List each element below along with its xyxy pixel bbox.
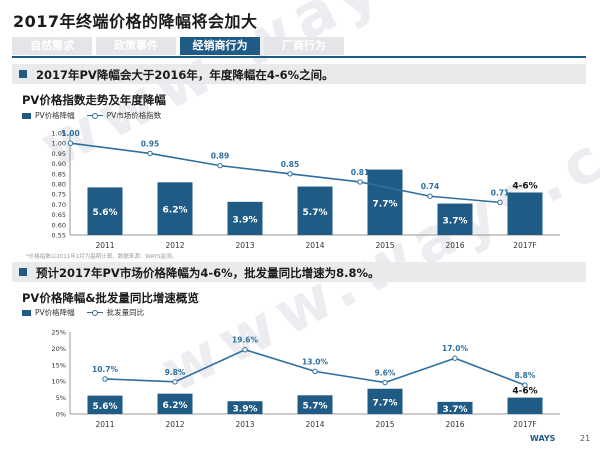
y-tick-label: 0.75 xyxy=(52,191,66,199)
section-1-text: 2017年PV降幅会大于2016年，年度降幅在4-6%之间。 xyxy=(36,68,334,82)
line-point xyxy=(357,179,363,185)
line-point xyxy=(382,379,388,386)
line-point xyxy=(427,193,433,199)
legend-line-label: PV市场价格指数 xyxy=(106,111,162,120)
line-point xyxy=(217,162,223,169)
y-tick-label: 10% xyxy=(52,378,66,386)
x-tick-label: 2014 xyxy=(305,420,324,429)
line-point xyxy=(147,150,153,157)
page-title: 2017年终端价格的降幅将会加大 xyxy=(13,12,258,31)
chart-2-legend: PV价格降幅 批发量同比 xyxy=(22,307,152,318)
bar-data-label: 5.6% xyxy=(93,402,118,412)
y-tick-label: 25% xyxy=(52,329,66,337)
y-tick-label: 0.60 xyxy=(52,221,66,229)
legend-line-swatch xyxy=(86,112,103,120)
bar-data-label: 7.7% xyxy=(373,199,398,209)
bullet-square-icon xyxy=(19,70,27,78)
line-data-label: 0.81 xyxy=(351,168,370,177)
bar xyxy=(87,395,123,414)
x-tick-label: 2017F xyxy=(513,420,536,429)
y-tick-label: 5% xyxy=(56,394,66,402)
bar-data-label: 5.6% xyxy=(93,208,118,218)
bar xyxy=(367,388,403,414)
x-tick-label: 2012 xyxy=(165,241,184,250)
chart-1-legend: PV价格降幅 PV市场价格指数 xyxy=(22,110,169,121)
y-tick-label: 0.55 xyxy=(52,232,66,240)
x-tick-label: 2016 xyxy=(445,420,464,429)
bar-data-label: 5.7% xyxy=(303,402,328,412)
legend-line-swatch xyxy=(86,309,103,317)
bar xyxy=(87,187,123,235)
watermark-2: www.ways.cn xyxy=(150,98,600,408)
tab-dealer-behavior[interactable]: 经销商行为 xyxy=(180,37,260,55)
bar-data-label: 3.9% xyxy=(233,215,258,225)
y-tick-label: 0.80 xyxy=(52,181,66,189)
chart-2-title: PV价格降幅&批发量同比增速概览 xyxy=(22,291,199,305)
series-line xyxy=(70,142,501,204)
y-tick-label: 0.65 xyxy=(52,211,66,219)
bar xyxy=(297,186,333,235)
line-point xyxy=(102,376,108,382)
line-point xyxy=(312,368,318,375)
x-tick-label: 2014 xyxy=(305,241,324,250)
section-header-2: 预计2017年PV市场价格降幅为4-6%，批发量同比增速为8.8%。 xyxy=(12,262,586,282)
line-point xyxy=(452,355,458,361)
tab-bar: 自然需求 政策事件 经销商行为 厂商行为 xyxy=(12,37,344,55)
chart-1-title: PV价格指数走势及年度降幅 xyxy=(22,93,166,107)
x-tick-label: 2017F xyxy=(513,241,536,250)
page-number: 21 xyxy=(580,434,591,443)
x-tick-label: 2015 xyxy=(375,420,394,429)
line-data-label: 0.85 xyxy=(281,160,300,169)
line-point xyxy=(287,171,293,177)
x-tick-label: 2012 xyxy=(165,420,184,429)
line-data-label: 9.6% xyxy=(375,369,396,378)
tab-policy-events[interactable]: 政策事件 xyxy=(96,37,176,55)
tab-manufacturer-behavior[interactable]: 厂商行为 xyxy=(264,37,344,55)
bar xyxy=(227,401,263,414)
line-data-label: 0.89 xyxy=(211,152,230,161)
section-header-1: 2017年PV降幅会大于2016年，年度降幅在4-6%之间。 xyxy=(12,64,586,84)
line-point xyxy=(522,382,528,388)
x-tick-label: 2011 xyxy=(95,241,114,250)
x-tick-label: 2011 xyxy=(95,420,114,429)
y-tick-label: 15% xyxy=(52,361,66,369)
source-note: *价格指数以2011年1月为基期计算，数据来源：WAYS监测。 xyxy=(26,254,178,260)
legend-bar-label: PV价格降幅 xyxy=(35,308,75,317)
bar-data-label: 5.7% xyxy=(303,208,328,218)
line-data-label: 17.0% xyxy=(442,344,469,353)
bar-data-label: 3.9% xyxy=(233,405,258,415)
bar-data-label: 7.7% xyxy=(373,398,398,408)
legend-bar-swatch xyxy=(22,309,31,316)
line-data-label: 0.95 xyxy=(141,139,160,148)
line-data-label: 10.7% xyxy=(92,365,119,374)
bar xyxy=(227,201,263,235)
section-2-text: 预计2017年PV市场价格降幅为4-6%，批发量同比增速为8.8%。 xyxy=(36,266,380,280)
bar xyxy=(157,182,193,235)
legend-bar-label: PV价格降幅 xyxy=(35,111,75,120)
line-data-label: 8.8% xyxy=(515,371,536,380)
bar xyxy=(437,401,473,414)
x-tick-label: 2013 xyxy=(235,241,254,250)
line-data-label: 13.0% xyxy=(302,357,329,366)
legend-line-label: 批发量同比 xyxy=(106,308,145,317)
y-tick-label: 0% xyxy=(56,411,66,419)
bullet-square-icon xyxy=(19,268,27,276)
y-tick-label: 0.70 xyxy=(52,201,66,209)
ways-logo: WAYS xyxy=(530,434,556,443)
tab-natural-demand[interactable]: 自然需求 xyxy=(12,37,92,55)
line-data-label: 0.74 xyxy=(421,182,440,191)
bar xyxy=(297,395,333,414)
legend-bar-swatch xyxy=(22,112,31,119)
bar-data-label: 3.7% xyxy=(443,405,468,415)
bar-data-label: 6.2% xyxy=(163,206,188,216)
tab-underline xyxy=(12,56,586,58)
x-tick-label: 2013 xyxy=(235,420,254,429)
y-tick-label: 20% xyxy=(52,345,66,353)
bar xyxy=(507,397,543,414)
bar-data-label: 4-6% xyxy=(512,387,537,397)
